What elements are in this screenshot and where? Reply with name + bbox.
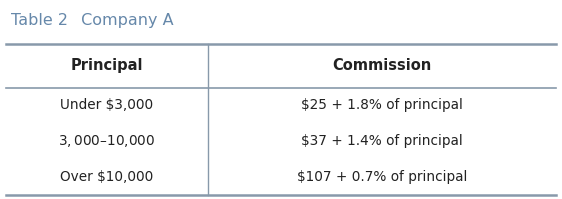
- Text: Company A: Company A: [76, 13, 174, 28]
- Text: Under $3,000: Under $3,000: [60, 99, 153, 112]
- Text: Principal: Principal: [70, 58, 143, 73]
- Text: $3,000–$10,000: $3,000–$10,000: [58, 133, 156, 149]
- Text: Table 2: Table 2: [11, 13, 68, 28]
- Text: Over $10,000: Over $10,000: [60, 170, 153, 184]
- Text: $107 + 0.7% of principal: $107 + 0.7% of principal: [297, 170, 468, 184]
- Text: $37 + 1.4% of principal: $37 + 1.4% of principal: [301, 134, 463, 148]
- Text: Commission: Commission: [333, 58, 432, 73]
- Text: $25 + 1.8% of principal: $25 + 1.8% of principal: [301, 99, 463, 112]
